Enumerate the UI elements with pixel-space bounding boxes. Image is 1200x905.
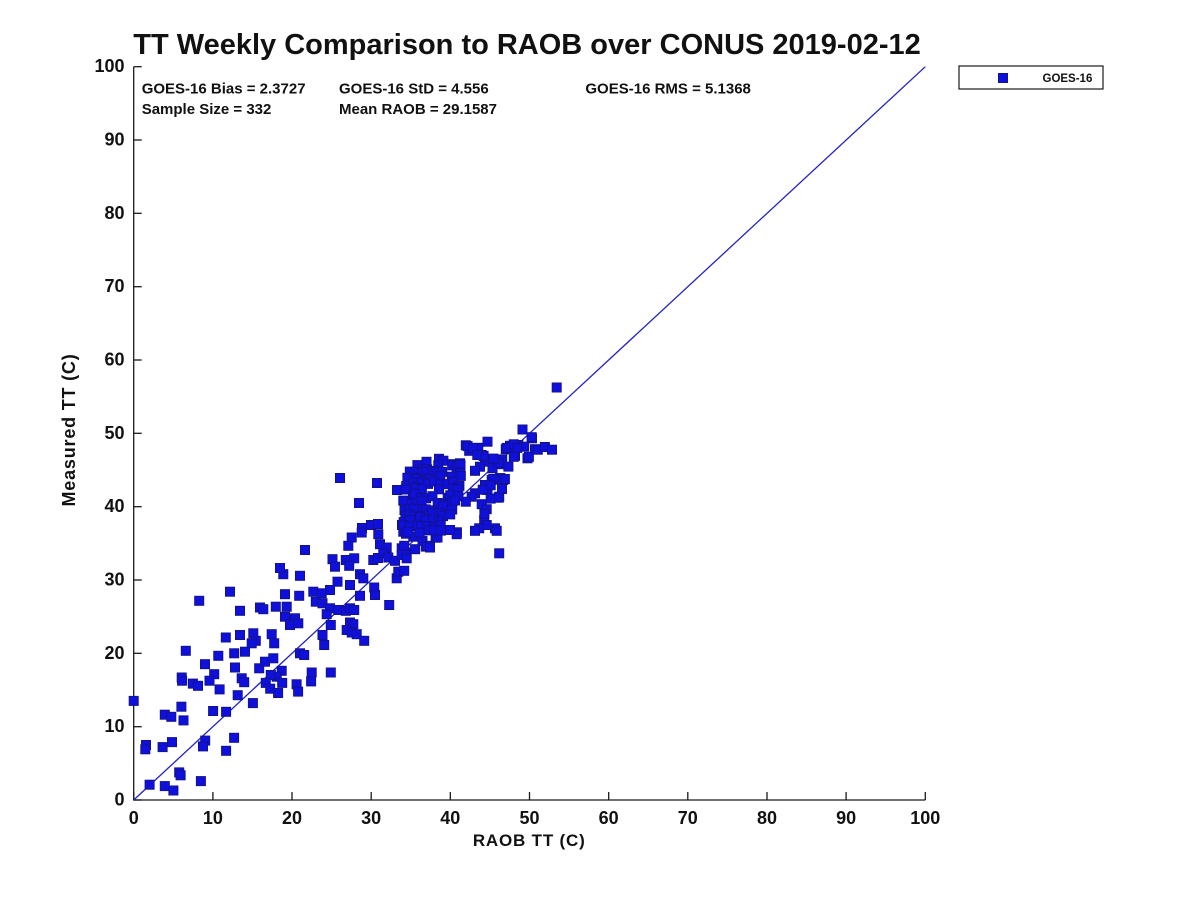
- svg-text:90: 90: [104, 130, 124, 150]
- svg-text:70: 70: [678, 808, 698, 828]
- svg-text:100: 100: [94, 56, 124, 76]
- svg-text:RAOB TT (C): RAOB TT (C): [473, 831, 586, 850]
- svg-text:40: 40: [104, 496, 124, 516]
- svg-text:GOES-16 Bias = 2.3727: GOES-16 Bias = 2.3727: [142, 81, 306, 98]
- svg-text:0: 0: [114, 790, 124, 810]
- svg-text:80: 80: [757, 808, 777, 828]
- svg-text:GOES-16 StD = 4.556: GOES-16 StD = 4.556: [339, 81, 489, 98]
- svg-text:70: 70: [104, 276, 124, 296]
- svg-text:GOES-16 RMS = 5.1368: GOES-16 RMS = 5.1368: [585, 81, 751, 98]
- svg-text:20: 20: [282, 808, 302, 828]
- svg-text:80: 80: [104, 203, 124, 223]
- svg-text:0: 0: [129, 808, 139, 828]
- svg-text:90: 90: [836, 808, 856, 828]
- svg-text:Sample Size = 332: Sample Size = 332: [142, 101, 272, 118]
- svg-text:TT Weekly Comparison to RAOB o: TT Weekly Comparison to RAOB over CONUS …: [133, 29, 921, 61]
- svg-text:GOES-16: GOES-16: [1043, 73, 1093, 85]
- svg-text:60: 60: [599, 808, 619, 828]
- svg-text:50: 50: [519, 808, 539, 828]
- svg-text:100: 100: [910, 808, 940, 828]
- svg-text:Measured TT (C): Measured TT (C): [59, 353, 79, 506]
- svg-text:30: 30: [361, 808, 381, 828]
- svg-text:10: 10: [203, 808, 223, 828]
- svg-text:10: 10: [104, 716, 124, 736]
- svg-text:60: 60: [104, 350, 124, 370]
- svg-text:40: 40: [440, 808, 460, 828]
- svg-text:50: 50: [104, 423, 124, 443]
- svg-text:Mean RAOB = 29.1587: Mean RAOB = 29.1587: [339, 101, 497, 118]
- svg-text:20: 20: [104, 643, 124, 663]
- svg-text:30: 30: [104, 570, 124, 590]
